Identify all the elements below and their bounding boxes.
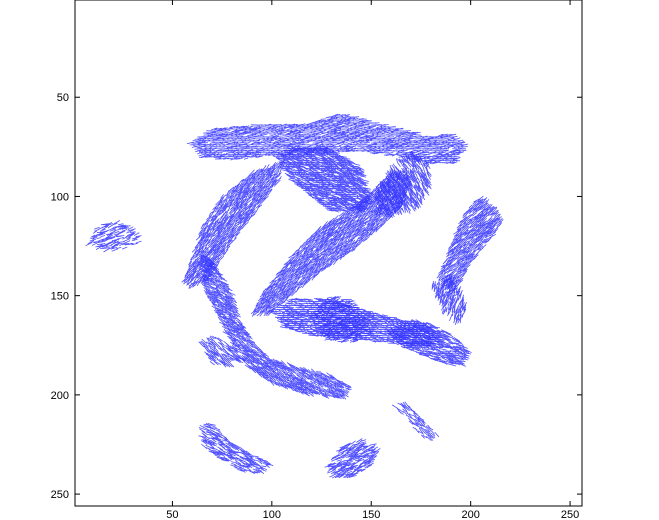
y-tick-label: 200 bbox=[51, 390, 69, 402]
vector-region-top-band bbox=[187, 113, 469, 165]
vector-field bbox=[85, 113, 504, 479]
vector-region-right-bottom-stripe bbox=[391, 401, 440, 442]
vector-region-left-small-patch bbox=[198, 335, 246, 368]
vector-region-left-lower-arc bbox=[198, 253, 352, 400]
vector-arrows bbox=[198, 335, 246, 368]
vector-arrows bbox=[198, 253, 352, 400]
axes-frame bbox=[74, 0, 583, 507]
vector-arrows bbox=[85, 220, 142, 253]
vector-region-center-small-patch bbox=[309, 295, 373, 344]
vector-region-central-blob-upper bbox=[272, 147, 373, 213]
vector-arrows bbox=[198, 422, 274, 475]
x-tick-label: 50 bbox=[166, 509, 178, 520]
vector-arrows bbox=[391, 401, 440, 442]
vector-region-right-middle-stripe bbox=[384, 319, 472, 367]
axis-ticks: 50 100 150 200 250 50 100 150 200 250 bbox=[51, 0, 582, 520]
vector-arrows bbox=[272, 147, 373, 213]
vector-arrows bbox=[187, 113, 469, 165]
x-tick-label: 150 bbox=[362, 509, 380, 520]
vector-arrows bbox=[309, 295, 373, 344]
vector-region-right-cluster bbox=[436, 195, 504, 295]
vector-region-bottom-right-patch bbox=[324, 438, 381, 479]
y-tick-label: 150 bbox=[51, 291, 69, 303]
vector-region-right-lower-arm bbox=[431, 274, 468, 326]
y-tick-label: 100 bbox=[51, 191, 69, 203]
vector-arrows bbox=[373, 151, 432, 219]
y-tick-label: 250 bbox=[51, 489, 69, 501]
y-tick-label: 50 bbox=[57, 92, 69, 104]
vector-arrows bbox=[436, 195, 504, 295]
vector-region-right-upper-c bbox=[373, 151, 432, 219]
x-tick-label: 250 bbox=[561, 509, 579, 520]
vector-arrows bbox=[384, 319, 472, 367]
vector-arrows bbox=[324, 438, 381, 479]
vector-region-bottom-left-stripe bbox=[198, 422, 274, 475]
x-tick-label: 200 bbox=[461, 509, 479, 520]
x-tick-label: 100 bbox=[263, 509, 281, 520]
vector-arrows bbox=[431, 274, 468, 326]
vector-region-far-left-fragment bbox=[85, 220, 142, 253]
